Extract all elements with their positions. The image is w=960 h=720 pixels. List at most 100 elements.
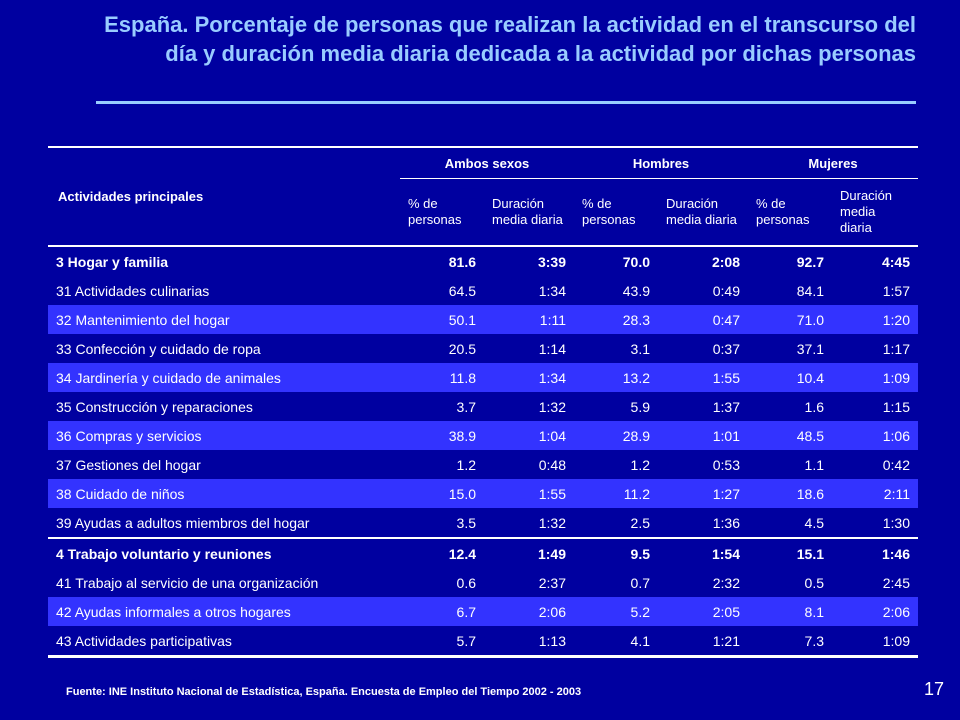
duration-cell: 1:09	[832, 626, 918, 658]
pct-cell: 64.5	[448, 282, 476, 299]
duration-cell: 0:37	[712, 340, 740, 357]
activities-table: Actividades principales Ambos sexos Homb…	[48, 146, 918, 658]
pct-cell: 3.1	[630, 340, 650, 357]
activity-label: 32 Mantenimiento del hogar	[48, 305, 400, 334]
table-row: 36 Compras y servicios 38.9 1:04 28.9 1:01 48…	[48, 421, 918, 450]
duration-cell: 1:14	[538, 340, 566, 357]
pct-cell: 1.2	[456, 456, 476, 473]
pct-cell: 2.5	[630, 514, 650, 531]
activity-label: 34 Jardinería y cuidado de animales	[48, 363, 400, 392]
duration-cell: 1:06	[832, 421, 918, 450]
subheader-dur: Duración media diaria	[666, 196, 737, 227]
pct-cell: 84.1	[796, 282, 824, 299]
pct-cell: 15.1	[748, 537, 832, 568]
activity-label: 36 Compras y servicios	[48, 421, 400, 450]
duration-cell: 0:53	[712, 456, 740, 473]
activity-column-header: Actividades principales	[48, 146, 400, 246]
pct-cell: 0.7	[630, 574, 650, 591]
duration-cell: 1:11	[484, 305, 574, 334]
table-row: 32 Mantenimiento del hogar 50.1 1:11 28.3 0:…	[48, 305, 918, 334]
activity-label: 35 Construcción y reparaciones	[56, 398, 253, 415]
duration-cell: 1:46	[832, 537, 918, 568]
duration-cell: 1:30	[882, 514, 910, 531]
duration-cell: 2:06	[484, 597, 574, 626]
source-note: Fuente: INE Instituto Nacional de Estadí…	[66, 686, 582, 698]
duration-cell: 2:37	[538, 574, 566, 591]
table-row: 42 Ayudas informales a otros hogares 6.7 2…	[48, 597, 918, 626]
duration-cell: 1:34	[538, 282, 566, 299]
pct-cell: 1.1	[804, 456, 824, 473]
duration-cell: 1:34	[484, 363, 574, 392]
activity-label: 39 Ayudas a adultos miembros del hogar	[56, 514, 310, 531]
page-title: España. Porcentaje de personas que reali…	[104, 12, 916, 66]
activity-label: 33 Confección y cuidado de ropa	[56, 340, 261, 357]
pct-cell: 1.2	[630, 456, 650, 473]
subheader-pct: % de personas	[408, 196, 462, 227]
pct-cell: 6.7	[400, 597, 484, 626]
duration-cell: 1:17	[882, 340, 910, 357]
pct-cell: 8.1	[748, 597, 832, 626]
table-row: 38 Cuidado de niños 15.0 1:55 11.2 1:27 18.6 2…	[48, 479, 918, 508]
subheader-dur: Duración media diaria	[840, 188, 893, 235]
pct-cell: 4.5	[804, 514, 824, 531]
duration-cell: 2:11	[832, 479, 918, 508]
table-row: 4 Trabajo voluntario y reuniones 12.4 1:49…	[48, 537, 918, 568]
pct-cell: 7.3	[748, 626, 832, 658]
pct-cell: 18.6	[748, 479, 832, 508]
pct-cell: 38.9	[400, 421, 484, 450]
pct-cell: 48.5	[748, 421, 832, 450]
duration-cell: 2:45	[882, 574, 910, 591]
pct-cell: 50.1	[400, 305, 484, 334]
duration-cell: 0:42	[882, 456, 910, 473]
duration-cell: 1:49	[484, 537, 574, 568]
duration-cell: 1:54	[658, 537, 748, 568]
duration-cell: 1:55	[484, 479, 574, 508]
pct-cell: 10.4	[748, 363, 832, 392]
pct-cell: 0.6	[456, 574, 476, 591]
table-row: 34 Jardinería y cuidado de animales 11.8 1…	[48, 363, 918, 392]
duration-cell: 0:47	[658, 305, 748, 334]
duration-cell: 1:27	[658, 479, 748, 508]
table-row: 31 Actividades culinarias 64.5 1:34 43.9 0:4…	[48, 276, 918, 305]
pct-cell: 20.5	[448, 340, 476, 357]
pct-cell: 3.5	[456, 514, 476, 531]
subheader-pct: % de personas	[582, 196, 636, 227]
group-header-ambos: Ambos sexos	[400, 146, 574, 179]
duration-cell: 1:13	[484, 626, 574, 658]
duration-cell: 1:36	[712, 514, 740, 531]
group-header-hombres: Hombres	[574, 146, 748, 179]
table-row: 33 Confección y cuidado de ropa 20.5 1:14 3…	[48, 334, 918, 363]
table-row: 39 Ayudas a adultos miembros del hogar 3.…	[48, 508, 918, 538]
activity-label: 43 Actividades participativas	[48, 626, 400, 658]
activity-label: 4 Trabajo voluntario y reuniones	[48, 537, 400, 568]
table-subheader-row: % de personas Duración media diaria % de…	[48, 179, 918, 246]
pct-cell: 28.3	[574, 305, 658, 334]
duration-cell: 3:39	[537, 253, 566, 270]
duration-cell: 1:20	[832, 305, 918, 334]
pct-cell: 43.9	[622, 282, 650, 299]
pct-cell: 70.0	[622, 253, 650, 270]
table-body: 3 Hogar y familia 81.6 3:39 70.0 2:08 92.7 4:4…	[48, 246, 918, 658]
duration-cell: 1:15	[882, 398, 910, 415]
activity-label: 31 Actividades culinarias	[56, 282, 210, 299]
pct-cell: 28.9	[574, 421, 658, 450]
pct-cell: 37.1	[796, 340, 824, 357]
duration-cell: 0:49	[712, 282, 740, 299]
pct-cell: 5.2	[574, 597, 658, 626]
duration-cell: 1:01	[658, 421, 748, 450]
group-header-mujeres: Mujeres	[748, 146, 918, 179]
pct-cell: 12.4	[400, 537, 484, 568]
activity-label: 37 Gestiones del hogar	[56, 456, 201, 473]
duration-cell: 1:55	[658, 363, 748, 392]
duration-cell: 1:57	[882, 282, 910, 299]
pct-cell: 15.0	[400, 479, 484, 508]
duration-cell: 1:32	[538, 514, 566, 531]
pct-cell: 0.5	[804, 574, 824, 591]
duration-cell: 2:06	[832, 597, 918, 626]
pct-cell: 11.2	[574, 479, 658, 508]
duration-cell: 2:08	[711, 253, 740, 270]
pct-cell: 92.7	[796, 253, 824, 270]
table-row: 43 Actividades participativas 5.7 1:13 4.1 1…	[48, 626, 918, 658]
subheader-pct: % de personas	[756, 196, 810, 227]
subheader-dur: Duración media diaria	[492, 196, 563, 227]
